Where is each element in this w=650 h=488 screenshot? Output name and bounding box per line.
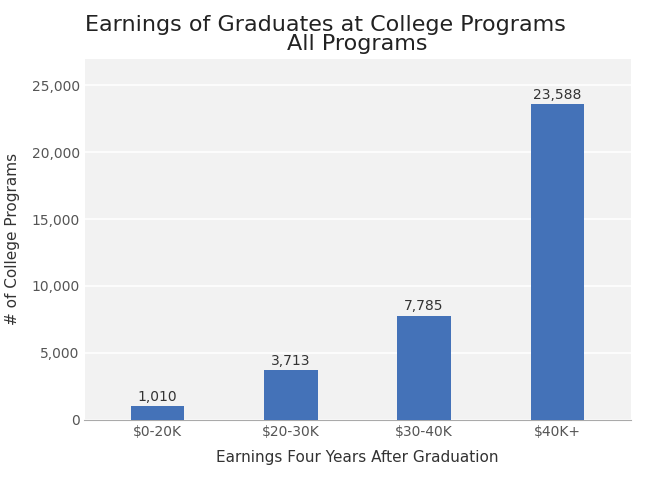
Bar [530, 104, 584, 420]
Bar [397, 316, 450, 420]
Text: Earnings of Graduates at College Programs: Earnings of Graduates at College Program… [84, 15, 566, 35]
Bar [131, 406, 185, 420]
X-axis label: Earnings Four Years After Graduation: Earnings Four Years After Graduation [216, 449, 499, 465]
Title: All Programs: All Programs [287, 34, 428, 54]
Text: 23,588: 23,588 [533, 88, 582, 102]
Bar [265, 370, 318, 420]
Text: 3,713: 3,713 [271, 354, 311, 367]
Text: 1,010: 1,010 [138, 390, 177, 404]
Text: 7,785: 7,785 [404, 299, 444, 313]
Y-axis label: # of College Programs: # of College Programs [5, 153, 20, 325]
